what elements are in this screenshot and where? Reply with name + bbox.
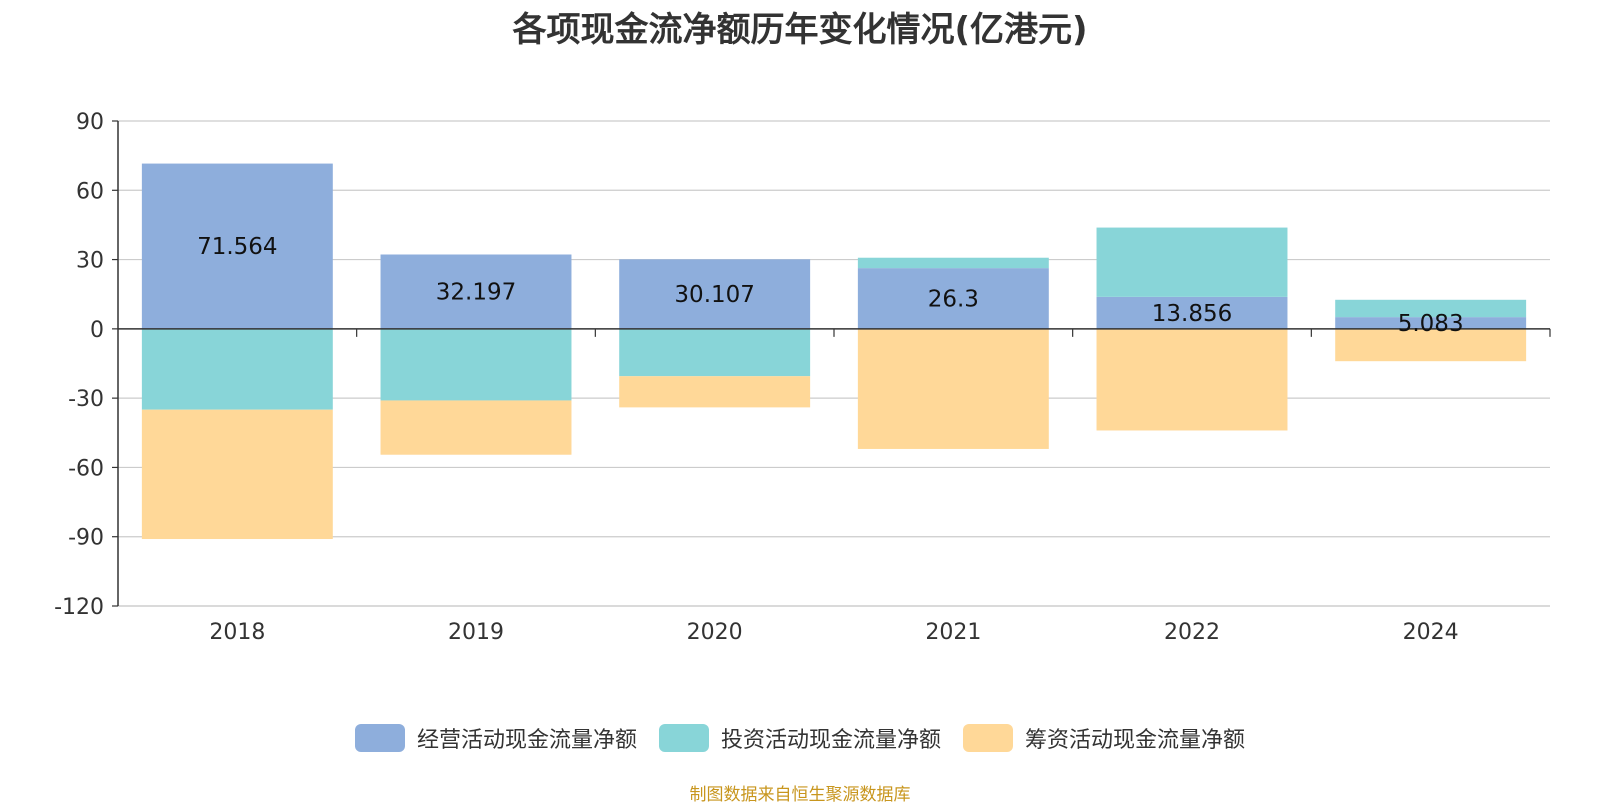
bar-2024-series-2 — [1335, 299, 1527, 318]
stacked-bar-chart: 90 60 30 0 -30 -60 -90 -120 2018 2019 2020 2021 2022… — [54, 110, 1551, 645]
y-tick-label: 30 — [76, 249, 104, 274]
bar-2018-series-3 — [141, 409, 333, 540]
data-label: 5.083 — [1398, 311, 1464, 337]
x-tick-label: 2022 — [1164, 620, 1220, 645]
bar-2021-series-1 — [857, 268, 1049, 329]
legend-label: 投资活动现金流量净额 — [720, 728, 941, 753]
data-label: 71.564 — [197, 234, 277, 260]
data-label: 30.107 — [674, 282, 754, 308]
x-tick-label: 2021 — [925, 620, 981, 645]
data-label: 13.856 — [1152, 301, 1232, 327]
y-tick-label: 0 — [90, 318, 104, 343]
x-tick-label: 2024 — [1403, 620, 1459, 645]
bar-2024-series-3 — [1335, 328, 1527, 362]
source-note: 制图数据来自恒生聚源数据库 — [689, 785, 911, 805]
axes: 90 60 30 0 -30 -60 -90 -120 2018 2019 2020 2021 2022… — [54, 110, 1551, 645]
legend-swatch — [658, 724, 709, 752]
x-tick-label: 2018 — [209, 620, 265, 645]
legend-label: 经营活动现金流量净额 — [416, 728, 637, 753]
bars — [141, 163, 1527, 540]
bar-2022-series-3 — [1096, 328, 1288, 431]
data-label: 32.197 — [436, 280, 516, 306]
y-tick-label: -30 — [68, 387, 104, 412]
grid-lines — [118, 120, 1550, 607]
x-tick-label: 2020 — [687, 620, 743, 645]
y-tick-label: -90 — [68, 526, 104, 551]
bar-2020-series-1 — [619, 259, 811, 329]
bar-2021-series-2 — [857, 257, 1049, 269]
y-tick-label: 90 — [76, 110, 104, 135]
bar-2018-series-2 — [141, 328, 333, 410]
legend-swatch — [963, 724, 1013, 752]
chart-title: 各项现金流净额历年变化情况(亿港元) — [512, 10, 1088, 50]
bar-2022-series-2 — [1096, 227, 1288, 297]
bar-2021-series-3 — [857, 328, 1049, 449]
bar-2020-series-3 — [619, 376, 811, 408]
bar-2022-series-1 — [1096, 296, 1288, 329]
legend-item-1[interactable]: 经营活动现金流量净额 — [354, 722, 637, 754]
x-tick-label: 2019 — [448, 620, 504, 645]
bar-2018-series-1 — [141, 163, 333, 329]
legend-item-2[interactable]: 投资活动现金流量净额 — [658, 722, 941, 754]
bar-2019-series-1 — [380, 254, 572, 329]
bar-2019-series-2 — [380, 328, 572, 401]
y-tick-label: 60 — [76, 179, 104, 204]
legend-swatch — [354, 724, 405, 752]
legend: 经营活动现金流量净额 投资活动现金流量净额 筹资活动现金流量净额 — [0, 722, 1600, 754]
y-tick-label: -60 — [68, 456, 104, 481]
bar-2024-series-1 — [1335, 317, 1527, 329]
legend-label: 筹资活动现金流量净额 — [1025, 728, 1246, 753]
y-tick-label: -120 — [54, 595, 104, 620]
bar-2020-series-2 — [619, 328, 811, 377]
data-label: 26.3 — [928, 286, 979, 312]
legend-item-3[interactable]: 筹资活动现金流量净额 — [963, 722, 1245, 754]
bar-2019-series-3 — [380, 400, 572, 455]
data-labels: 71.564 32.197 30.107 26.3 13.856 5.083 — [197, 234, 1464, 337]
